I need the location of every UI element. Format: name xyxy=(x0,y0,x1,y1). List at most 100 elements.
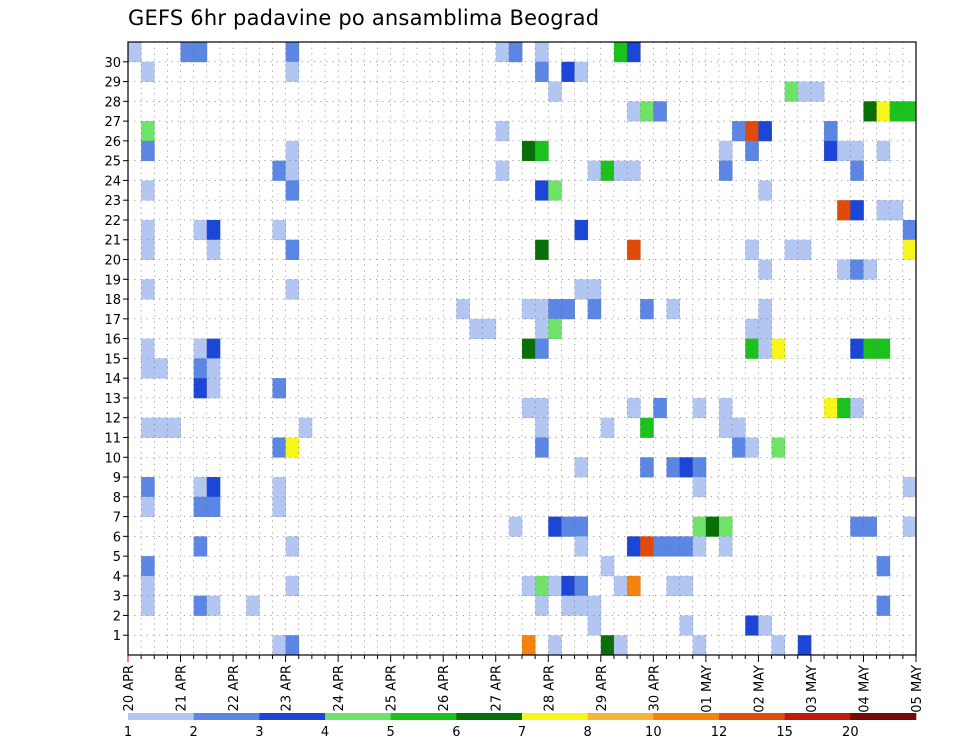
heatmap-cell xyxy=(600,556,615,577)
heatmap-cell xyxy=(141,477,155,498)
heatmap-cell xyxy=(285,61,300,82)
heatmap-cell xyxy=(535,239,549,260)
heatmap-cell xyxy=(193,477,208,498)
heatmap-cell xyxy=(640,536,654,557)
heatmap-cell xyxy=(141,417,155,438)
colorbar-segment xyxy=(587,713,654,720)
heatmap-cell xyxy=(522,397,536,419)
y-tick-label: 5 xyxy=(113,550,121,565)
heatmap-cell xyxy=(810,81,825,102)
heatmap-cell xyxy=(141,140,155,162)
heatmap-cell xyxy=(745,239,759,260)
heatmap-cell xyxy=(863,338,877,359)
heatmap-cell xyxy=(495,160,510,181)
heatmap-cell xyxy=(574,457,589,478)
colorbar-label: 4 xyxy=(321,725,329,740)
heatmap-cell xyxy=(613,42,628,63)
y-tick-label: 23 xyxy=(104,194,121,209)
heatmap-cell xyxy=(272,160,286,181)
heatmap-cell xyxy=(574,61,589,82)
heatmap-cell xyxy=(837,200,851,221)
heatmap-cell xyxy=(692,536,707,557)
heatmap-cell xyxy=(587,160,602,181)
heatmap-cell xyxy=(298,417,313,438)
heatmap-cell xyxy=(719,536,733,557)
heatmap-cell xyxy=(705,516,720,537)
heatmap-cell xyxy=(745,615,759,636)
heatmap-cell xyxy=(850,160,864,181)
heatmap-cell xyxy=(745,437,759,458)
colorbar-segment xyxy=(456,713,523,720)
heatmap-cell xyxy=(154,417,168,438)
y-tick-label: 12 xyxy=(104,412,121,427)
heatmap-cell xyxy=(193,536,208,557)
heatmap-cell xyxy=(692,457,707,478)
heatmap-cell xyxy=(824,140,838,162)
heatmap-cell xyxy=(692,477,707,498)
heatmap-cell xyxy=(679,457,694,478)
heatmap-cell xyxy=(758,180,772,201)
heatmap-cell xyxy=(141,61,155,82)
heatmap-cell xyxy=(206,378,221,399)
heatmap-cell xyxy=(574,516,589,537)
heatmap-cell xyxy=(876,200,891,221)
heatmap-cell xyxy=(863,516,877,537)
y-tick-label: 24 xyxy=(104,174,121,189)
heatmap-cell xyxy=(627,536,641,557)
heatmap-cell xyxy=(535,61,549,82)
heatmap-cell xyxy=(837,140,851,162)
heatmap-cell xyxy=(627,575,641,597)
heatmap-cell xyxy=(285,437,300,458)
heatmap-cell xyxy=(679,615,694,636)
heatmap-cell xyxy=(719,160,733,181)
heatmap-cell xyxy=(495,121,510,142)
heatmap-cell xyxy=(141,595,155,616)
heatmap-cell xyxy=(824,121,838,142)
heatmap-cell xyxy=(285,279,300,300)
heatmap-cell xyxy=(758,121,772,142)
y-tick-label: 14 xyxy=(104,372,121,387)
colorbar-label: 1 xyxy=(124,725,132,740)
colorbar-label: 5 xyxy=(387,725,395,740)
heatmap-cell xyxy=(522,299,536,320)
heatmap-cell xyxy=(876,556,891,577)
heatmap-cell xyxy=(600,417,615,438)
x-tick-label: 04 MAY xyxy=(857,665,872,713)
y-tick-label: 30 xyxy=(104,56,121,71)
heatmap-cell xyxy=(141,358,155,379)
x-tick-label: 05 MAY xyxy=(910,665,925,713)
heatmap-cell xyxy=(561,61,575,82)
heatmap-cell xyxy=(285,536,300,557)
y-tick-label: 20 xyxy=(104,254,121,269)
heatmap-cell xyxy=(587,615,602,636)
x-tick-label: 22 APR xyxy=(227,665,242,711)
heatmap-cell xyxy=(548,575,562,597)
heatmap-cell xyxy=(902,219,917,241)
heatmap-cell xyxy=(285,160,300,181)
heatmap-cell xyxy=(771,338,786,359)
colorbar-segment xyxy=(522,713,588,720)
heatmap-cell xyxy=(535,437,549,458)
heatmap-cell xyxy=(837,397,851,419)
heatmap-cell xyxy=(653,536,667,557)
heatmap-cell xyxy=(666,575,680,597)
heatmap-cell xyxy=(272,635,286,656)
y-tick-label: 17 xyxy=(104,313,121,328)
heatmap-cell xyxy=(627,160,641,181)
colorbar: 1 2 3 4 5 6 7 8 10 12 15 20 xyxy=(124,713,917,740)
heatmap-cell xyxy=(587,299,602,320)
heatmap-cell xyxy=(600,160,615,181)
y-tick-label: 13 xyxy=(104,392,121,407)
x-tick-label: 30 APR xyxy=(647,665,662,711)
heatmap-cell xyxy=(141,279,155,300)
y-tick-label: 10 xyxy=(104,451,121,466)
heatmap-cell xyxy=(627,42,641,63)
heatmap-cell xyxy=(876,101,891,122)
colorbar-label: 8 xyxy=(584,725,592,740)
colorbar-segment xyxy=(193,713,260,720)
heatmap-cell xyxy=(876,140,891,162)
heatmap-cell xyxy=(732,121,746,142)
heatmap-cell xyxy=(141,496,155,517)
heatmap-cell xyxy=(193,42,208,63)
heatmap-cell xyxy=(141,180,155,201)
